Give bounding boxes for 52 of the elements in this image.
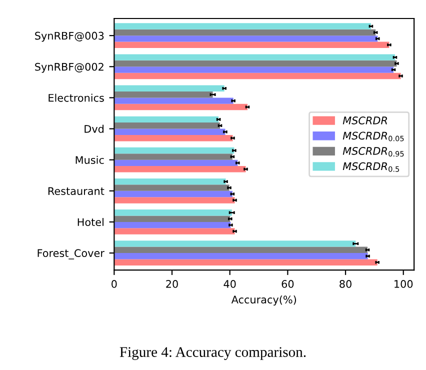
bar xyxy=(114,134,233,142)
y-tick-label: SynRBF@003 xyxy=(35,32,104,42)
bar xyxy=(114,184,230,191)
y-tick-label: Hotel xyxy=(78,218,104,226)
bar xyxy=(114,178,226,185)
legend-label: MSCRDR$_{0.95}$ xyxy=(342,147,404,157)
x-tick-label: 40 xyxy=(224,280,236,288)
bar xyxy=(114,259,378,266)
y-tick-label: Restaurant xyxy=(48,187,104,195)
bar xyxy=(114,160,238,166)
bar xyxy=(114,98,234,104)
legend-label: MSCRDR$_{0.05}$ xyxy=(342,132,404,142)
bar xyxy=(114,29,376,36)
bar xyxy=(114,104,248,110)
bar xyxy=(114,128,226,135)
y-tick-label: Dvd xyxy=(84,124,104,133)
x-tick-label: 80 xyxy=(340,280,352,288)
bar xyxy=(114,228,235,234)
legend-label: MSCRDR$_{0.5}$ xyxy=(342,162,400,172)
y-tick-label: Electronics xyxy=(48,94,104,102)
bar xyxy=(114,240,356,247)
y-tick-label: SynRBF@002 xyxy=(35,62,104,73)
bar xyxy=(114,222,231,228)
y-tick-label: Forest_Cover xyxy=(38,249,104,260)
y-tick-label: Music xyxy=(76,156,104,164)
bar xyxy=(114,154,232,160)
bar xyxy=(114,216,230,222)
bar xyxy=(114,91,213,98)
bar xyxy=(114,197,235,204)
bar xyxy=(114,253,368,260)
caption: Figure 4: Accuracy comparison. xyxy=(120,347,306,360)
bar xyxy=(114,116,219,123)
bar xyxy=(114,210,232,216)
bar xyxy=(114,72,401,80)
legend-label: MSCRDR xyxy=(342,116,387,124)
bar xyxy=(114,42,390,48)
bar xyxy=(114,122,220,129)
bar xyxy=(114,36,378,42)
bar xyxy=(114,66,394,73)
x-tick-label: 0 xyxy=(112,280,117,288)
bar xyxy=(114,23,371,30)
bar xyxy=(114,147,234,154)
x-tick-label: 20 xyxy=(166,280,178,288)
bar xyxy=(114,190,232,198)
x-tick-label: 100 xyxy=(394,280,413,288)
bar xyxy=(114,60,397,67)
bar xyxy=(114,166,246,172)
x-axis-title: Accuracy(%) xyxy=(231,295,296,306)
bar xyxy=(114,54,395,60)
x-tick-label: 60 xyxy=(282,280,294,288)
bar xyxy=(114,85,224,92)
bar xyxy=(114,246,368,254)
